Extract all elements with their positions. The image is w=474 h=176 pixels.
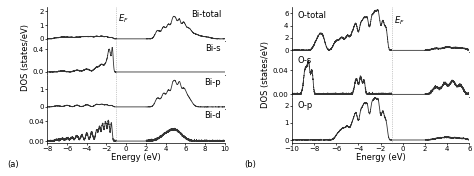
Text: O-total: O-total xyxy=(297,11,326,20)
Text: O-s: O-s xyxy=(297,56,311,65)
Y-axis label: DOS (states/eV): DOS (states/eV) xyxy=(261,41,270,108)
Text: Bi-s: Bi-s xyxy=(206,44,221,53)
Text: $E_F$: $E_F$ xyxy=(394,15,405,27)
Text: $E_F$: $E_F$ xyxy=(118,13,129,25)
Text: Bi-total: Bi-total xyxy=(191,10,221,19)
Text: (a): (a) xyxy=(7,160,19,169)
Text: O-p: O-p xyxy=(297,101,312,110)
X-axis label: Energy (eV): Energy (eV) xyxy=(111,153,161,162)
Text: (b): (b) xyxy=(244,160,256,169)
Text: Bi-p: Bi-p xyxy=(204,77,221,87)
Text: Bi-d: Bi-d xyxy=(204,111,221,120)
Y-axis label: DOS (states/eV): DOS (states/eV) xyxy=(21,24,30,91)
X-axis label: Energy (eV): Energy (eV) xyxy=(356,153,406,162)
